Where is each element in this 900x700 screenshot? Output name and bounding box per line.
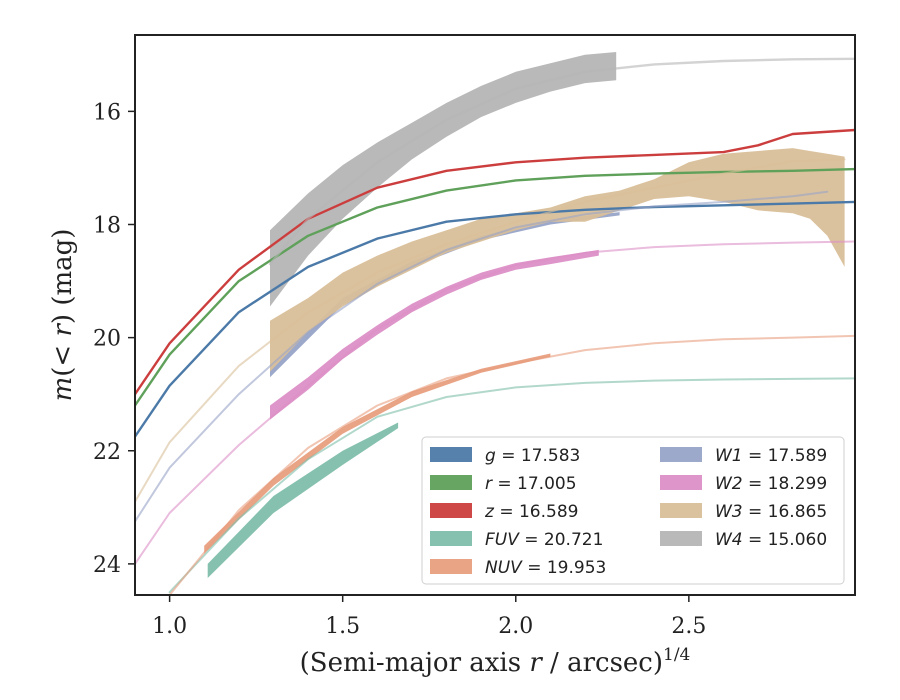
y-tick-label: 24 bbox=[93, 553, 121, 578]
line-w4 bbox=[268, 57, 855, 266]
line-fuv bbox=[168, 377, 855, 594]
line-w3 bbox=[135, 158, 846, 503]
legend-label-z: z = 16.589 bbox=[484, 502, 578, 522]
line-z bbox=[135, 128, 855, 396]
legend-swatch-w1 bbox=[660, 447, 702, 462]
x-tick-label: 2.0 bbox=[498, 614, 533, 639]
line-g bbox=[135, 200, 855, 438]
band-w4 bbox=[270, 52, 617, 307]
x-tick-label: 2.5 bbox=[671, 614, 706, 639]
legend-swatch-nuv bbox=[430, 559, 472, 574]
legend-label-w1: W1 = 17.589 bbox=[715, 446, 827, 466]
legend-swatch-w3 bbox=[660, 503, 702, 518]
legend-label-w2: W2 = 18.299 bbox=[715, 474, 827, 494]
legend-swatch-r bbox=[430, 475, 472, 490]
x-tick-label: 1.0 bbox=[152, 614, 187, 639]
y-axis-ticks: 16 18 20 22 24 bbox=[93, 100, 135, 578]
legend-swatch-z bbox=[430, 503, 472, 518]
legend-label-w4: W4 = 15.060 bbox=[715, 530, 827, 550]
y-axis-label: m(< r) (mag) bbox=[48, 229, 78, 402]
y-tick-label: 22 bbox=[93, 440, 121, 465]
legend-label-nuv: NUV = 19.953 bbox=[485, 558, 606, 578]
band-fuv bbox=[207, 422, 399, 578]
band-w2 bbox=[270, 249, 599, 420]
legend: g = 17.583 r = 17.005 z = 16.589 FUV = 20.7… bbox=[421, 436, 845, 585]
legend-swatch-fuv bbox=[430, 531, 472, 546]
legend-swatch-g bbox=[430, 447, 472, 462]
line-w1 bbox=[135, 190, 829, 523]
x-axis-label: (Semi-major axis r / arcsec)1/4 bbox=[300, 645, 691, 678]
line-nuv bbox=[168, 334, 855, 595]
legend-label-fuv: FUV = 20.721 bbox=[485, 530, 603, 550]
y-tick-label: 20 bbox=[93, 327, 121, 352]
legend-label-g: g = 17.583 bbox=[485, 446, 580, 466]
y-tick-label: 18 bbox=[93, 213, 121, 238]
x-axis-ticks: 1.0 1.5 2.0 2.5 bbox=[152, 595, 706, 639]
series-lines bbox=[135, 57, 855, 595]
legend-label-w3: W3 = 16.865 bbox=[715, 502, 827, 522]
line-w2 bbox=[135, 240, 855, 565]
legend-box bbox=[421, 436, 845, 585]
legend-swatch-w4 bbox=[660, 531, 702, 546]
legend-label-r: r = 17.005 bbox=[485, 474, 577, 494]
y-tick-label: 16 bbox=[93, 100, 121, 125]
plot-frame bbox=[134, 34, 856, 596]
x-tick-label: 1.5 bbox=[325, 614, 360, 639]
legend-swatch-w2 bbox=[660, 475, 702, 490]
